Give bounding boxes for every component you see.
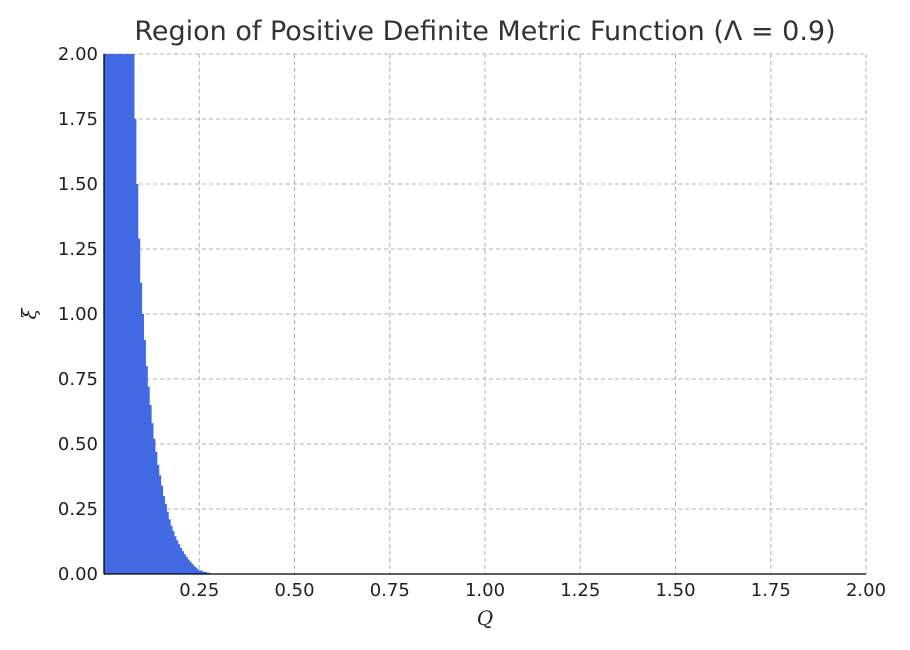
x-tick-label: 0.50 [274,580,314,601]
tick-labels: 0.25 0.50 0.75 1.00 1.25 1.50 1.75 2.00 0.00 0.25… [58,44,886,601]
y-tick-label: 0.00 [58,564,98,585]
y-tick-label: 0.75 [58,369,98,390]
y-tick-label: 0.50 [58,434,98,455]
y-axis-label: ξ [17,308,41,320]
plot-area [104,54,215,574]
x-tick-label: 1.00 [465,580,505,601]
y-tick-label: 1.50 [58,174,98,195]
y-tick-label: 1.25 [58,239,98,260]
y-tick-label: 1.75 [58,109,98,130]
x-tick-label: 1.50 [655,580,695,601]
y-tick-label: 2.00 [58,44,98,65]
x-tick-label: 1.75 [751,580,791,601]
x-axis-label: Q [477,606,493,630]
x-tick-label: 1.25 [560,580,600,601]
x-tick-label: 2.00 [846,580,886,601]
grid-lines [104,53,867,575]
chart-title: Region of Positive Definite Metric Funct… [134,16,835,47]
x-tick-label: 0.75 [370,580,410,601]
y-tick-label: 1.00 [58,304,98,325]
x-tick-label: 0.25 [179,580,219,601]
y-tick-label: 0.25 [58,499,98,520]
axes [103,54,866,575]
positive-definite-region [104,54,215,574]
